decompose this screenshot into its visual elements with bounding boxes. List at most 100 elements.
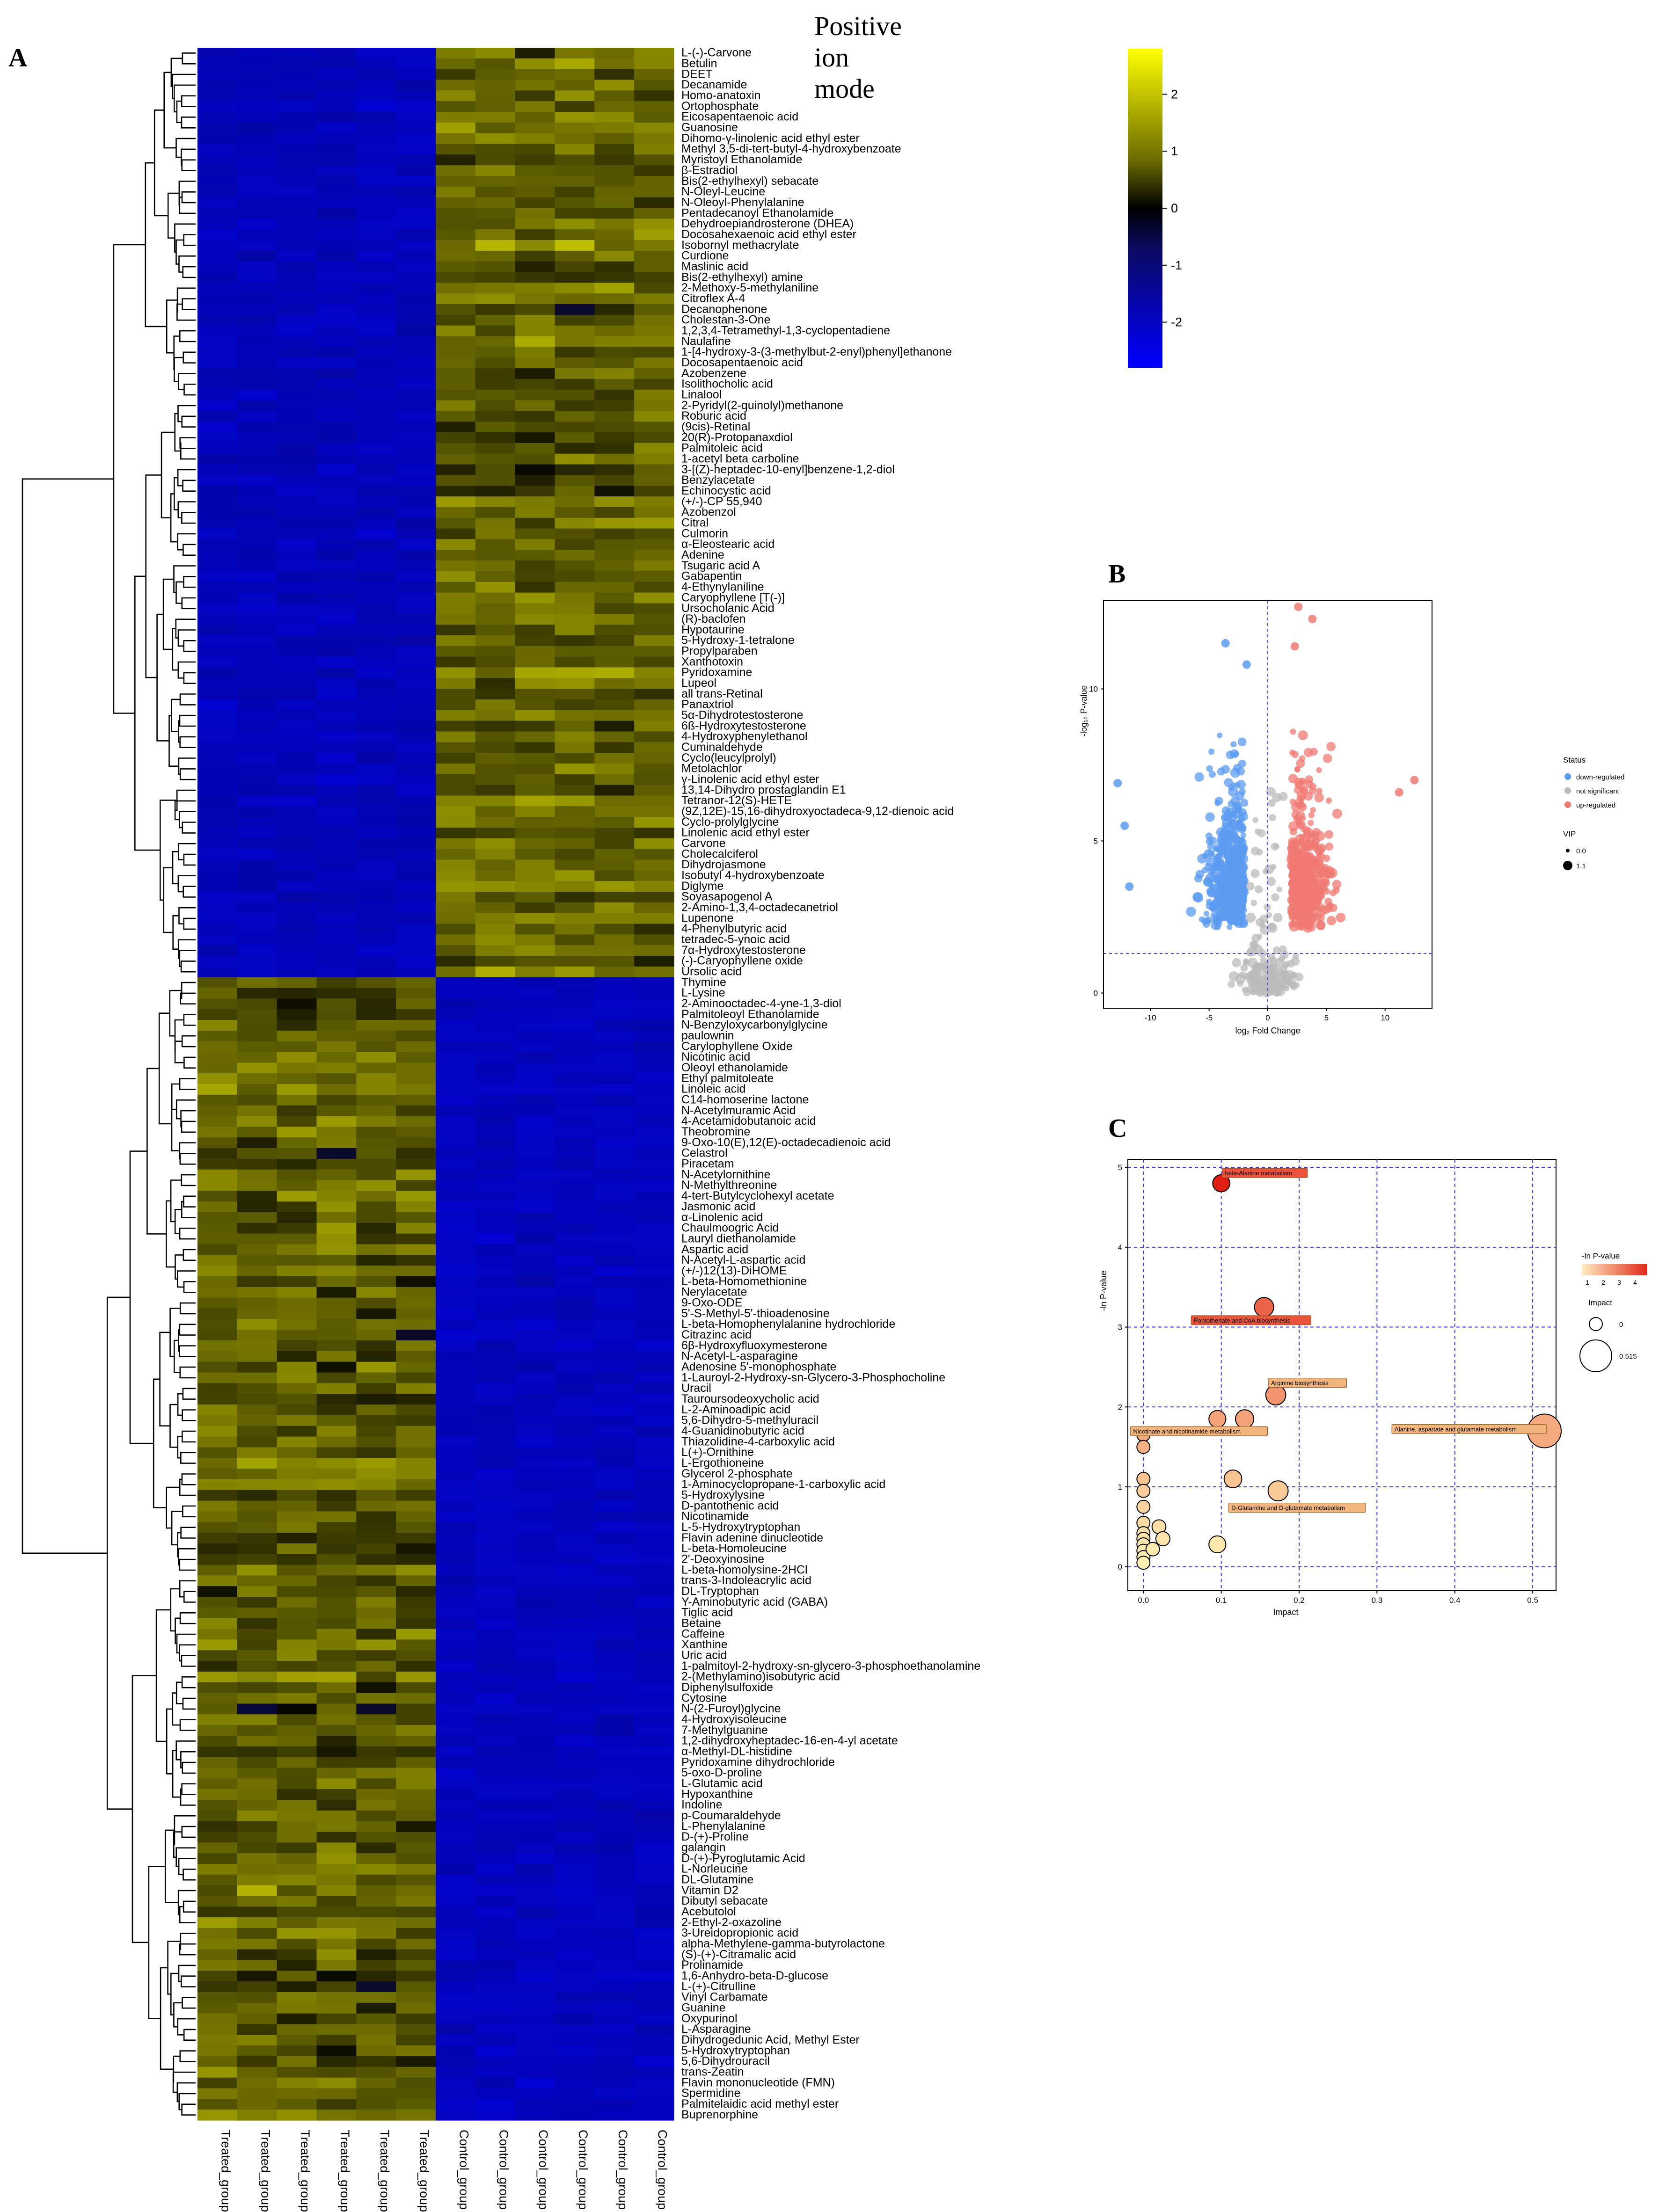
heatmap-cell: [396, 218, 436, 230]
heatmap-cell: [634, 2002, 674, 2014]
heatmap-cell: [555, 1853, 595, 1864]
heatmap-cell: [634, 496, 674, 508]
heatmap-cell: [277, 1415, 317, 1426]
heatmap-cell: [316, 1746, 357, 1758]
heatmap-cell: [515, 517, 555, 529]
heatmap-cell: [515, 1725, 555, 1736]
dendrogram-branch: [166, 1486, 180, 1529]
heatmap-cell: [634, 753, 674, 764]
heatmap-cell: [555, 795, 595, 807]
heatmap-cell: [237, 1009, 278, 1020]
heatmap-cell: [396, 1415, 436, 1426]
heatmap-cell: [316, 902, 357, 914]
heatmap-cell: [475, 1052, 516, 1063]
heatmap-cell: [396, 1842, 436, 1854]
row-label: Vitamin D2: [681, 1884, 738, 1897]
heatmap-cell: [197, 560, 238, 572]
heatmap-cell: [396, 1938, 436, 1950]
heatmap-cell: [237, 699, 278, 711]
heatmap-cell: [396, 902, 436, 914]
heatmap-cell: [634, 475, 674, 486]
heatmap-cell: [316, 785, 357, 796]
heatmap-cell: [555, 1222, 595, 1234]
heatmap-cell: [436, 1169, 476, 1181]
heatmap-cell: [356, 240, 396, 251]
heatmap-cell: [594, 293, 635, 305]
dendrogram-branch: [134, 575, 161, 851]
heatmap-cell: [237, 1319, 278, 1330]
heatmap-cell: [356, 475, 396, 486]
heatmap-cell: [316, 838, 357, 850]
heatmap-cell: [594, 667, 635, 678]
heatmap-cell: [197, 945, 238, 956]
heatmap-cell: [436, 443, 476, 454]
heatmap-cell: [436, 1191, 476, 1202]
row-label: Isobutyl 4-hydroxybenzoate: [681, 869, 825, 882]
heatmap-cell: [475, 304, 516, 315]
heatmap-cell: [237, 496, 278, 508]
row-label: Dehydroepiandrosterone (DHEA): [681, 217, 854, 230]
heatmap-cell: [356, 710, 396, 721]
heatmap-cell: [634, 1276, 674, 1288]
heatmap-cell: [197, 1938, 238, 1950]
row-label: Cholecalciferol: [681, 847, 758, 860]
dendrogram-branch: [181, 1174, 196, 1186]
heatmap-cell: [197, 1222, 238, 1234]
heatmap-cell: [316, 1533, 357, 1544]
volcano-point: [1250, 977, 1257, 984]
dendrogram-branch: [174, 223, 196, 253]
heatmap-cell: [356, 197, 396, 209]
heatmap-cell: [237, 859, 278, 871]
heatmap-cell: [515, 870, 555, 881]
heatmap-cell: [237, 785, 278, 796]
row-label: Nicotinamide: [681, 1510, 749, 1523]
heatmap-cell: [197, 1949, 238, 1961]
heatmap-cell: [555, 550, 595, 561]
heatmap-cell: [356, 1639, 396, 1651]
heatmap-cell: [197, 229, 238, 240]
heatmap-cell: [475, 1554, 516, 1565]
heatmap-cell: [197, 2056, 238, 2067]
dendrogram-branch: [174, 800, 196, 821]
heatmap-cell: [316, 1137, 357, 1149]
heatmap-cell: [475, 1810, 516, 1822]
heatmap-cell: [515, 400, 555, 411]
heatmap-cell: [277, 422, 317, 433]
heatmap-cell: [634, 1832, 674, 1843]
heatmap-cell: [475, 250, 516, 262]
heatmap-cell: [515, 90, 555, 102]
volcano-point: [1294, 834, 1305, 844]
heatmap-cell: [277, 400, 317, 411]
row-label: Benzylacetate: [681, 473, 755, 487]
heatmap-cell: [555, 1180, 595, 1191]
pathway-point: [1155, 1531, 1170, 1547]
pathway-point: [1208, 1535, 1227, 1554]
heatmap-cell: [316, 1201, 357, 1213]
heatmap-cell: [515, 1180, 555, 1191]
volcano-point: [1266, 787, 1276, 797]
heatmap-cell: [316, 422, 357, 433]
heatmap-cell: [197, 1618, 238, 1630]
pathway-frame: [1127, 1159, 1557, 1591]
heatmap-cell: [277, 1297, 317, 1309]
heatmap-cell: [396, 1768, 436, 1779]
heatmap-cell: [396, 1372, 436, 1383]
heatmap-cell: [396, 806, 436, 817]
volcano-point: [1120, 822, 1129, 830]
heatmap-cell: [436, 411, 476, 422]
heatmap-cell: [237, 1340, 278, 1352]
row-label: Chaulmoogric Acid: [681, 1222, 779, 1235]
heatmap-cell: [634, 1201, 674, 1213]
heatmap-cell: [555, 1073, 595, 1084]
heatmap-cell: [197, 1725, 238, 1736]
dendrogram-branch: [183, 917, 196, 930]
heatmap-cell: [555, 742, 595, 753]
heatmap-cell: [436, 272, 476, 283]
row-label: 7α-Hydroxytestosterone: [681, 944, 806, 957]
dendrogram-branch: [180, 1788, 196, 1806]
heatmap-cell: [594, 763, 635, 775]
heatmap-cell: [356, 1853, 396, 1864]
heatmap-cell: [634, 1522, 674, 1533]
heatmap-cell: [555, 186, 595, 198]
row-label: Azobenzene: [681, 367, 746, 380]
